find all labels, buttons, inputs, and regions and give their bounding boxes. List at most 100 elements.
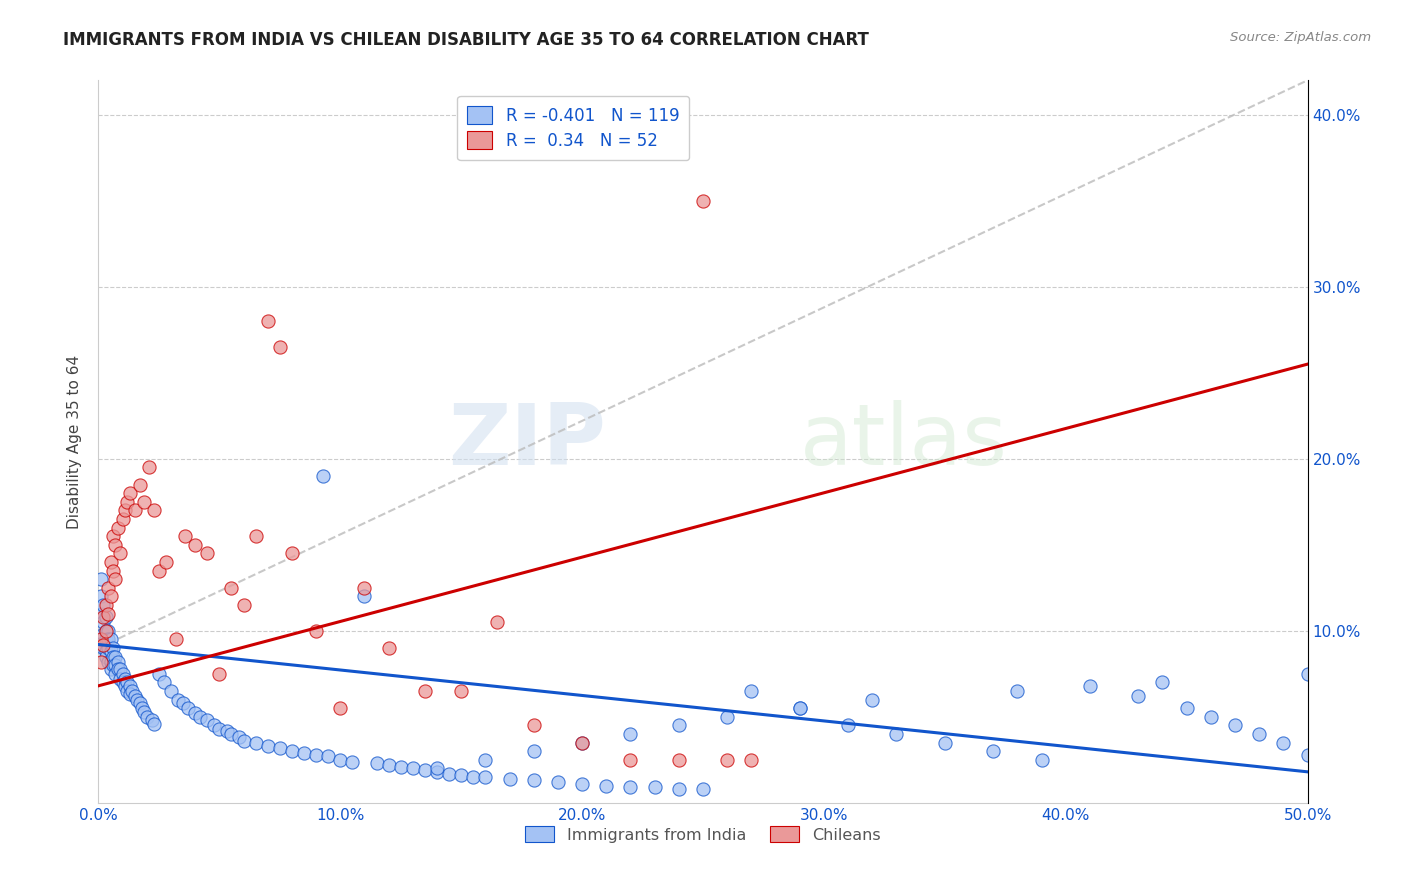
- Point: [619, 753, 641, 767]
- Point: [619, 727, 641, 741]
- Point: [94, 644, 117, 658]
- Text: atlas: atlas: [800, 400, 1008, 483]
- Point: [128, 477, 150, 491]
- Point: [256, 739, 278, 753]
- Point: [486, 615, 509, 630]
- Point: [269, 740, 291, 755]
- Point: [281, 546, 304, 560]
- Point: [114, 679, 136, 693]
- Point: [104, 572, 127, 586]
- Point: [789, 701, 811, 715]
- Point: [111, 675, 134, 690]
- Point: [91, 598, 114, 612]
- Point: [426, 764, 449, 779]
- Point: [668, 718, 690, 732]
- Point: [668, 753, 690, 767]
- Point: [143, 716, 166, 731]
- Point: [1128, 689, 1150, 703]
- Point: [131, 701, 153, 715]
- Point: [413, 684, 436, 698]
- Legend: Immigrants from India, Chileans: Immigrants from India, Chileans: [519, 820, 887, 849]
- Point: [366, 756, 388, 771]
- Point: [316, 749, 339, 764]
- Point: [101, 640, 124, 655]
- Point: [148, 666, 170, 681]
- Point: [498, 772, 520, 786]
- Point: [184, 706, 207, 721]
- Point: [389, 760, 412, 774]
- Point: [886, 727, 908, 741]
- Point: [329, 701, 352, 715]
- Point: [104, 538, 127, 552]
- Point: [114, 672, 136, 686]
- Point: [107, 655, 129, 669]
- Point: [523, 718, 546, 732]
- Point: [90, 632, 112, 647]
- Point: [716, 753, 738, 767]
- Point: [114, 503, 136, 517]
- Point: [353, 581, 375, 595]
- Point: [281, 744, 304, 758]
- Point: [97, 655, 120, 669]
- Point: [118, 486, 141, 500]
- Point: [108, 662, 131, 676]
- Point: [165, 632, 187, 647]
- Point: [1175, 701, 1198, 715]
- Point: [245, 735, 267, 749]
- Point: [100, 555, 122, 569]
- Point: [101, 529, 124, 543]
- Point: [184, 538, 207, 552]
- Point: [111, 666, 134, 681]
- Point: [124, 503, 146, 517]
- Point: [1296, 747, 1319, 762]
- Point: [152, 675, 174, 690]
- Point: [94, 610, 117, 624]
- Point: [135, 710, 157, 724]
- Point: [90, 607, 112, 621]
- Point: [1152, 675, 1174, 690]
- Point: [127, 692, 149, 706]
- Point: [437, 766, 460, 780]
- Point: [118, 687, 141, 701]
- Point: [91, 615, 114, 630]
- Point: [353, 590, 375, 604]
- Point: [256, 314, 278, 328]
- Point: [117, 684, 139, 698]
- Point: [208, 666, 231, 681]
- Point: [595, 779, 617, 793]
- Point: [644, 780, 666, 795]
- Point: [312, 469, 335, 483]
- Point: [228, 731, 250, 745]
- Point: [141, 713, 163, 727]
- Point: [204, 718, 226, 732]
- Point: [118, 679, 141, 693]
- Point: [104, 649, 127, 664]
- Point: [91, 627, 114, 641]
- Point: [402, 761, 425, 775]
- Point: [174, 529, 197, 543]
- Point: [269, 340, 291, 354]
- Point: [97, 581, 120, 595]
- Point: [413, 763, 436, 777]
- Point: [245, 529, 267, 543]
- Point: [148, 564, 170, 578]
- Point: [108, 672, 131, 686]
- Point: [1296, 666, 1319, 681]
- Point: [117, 494, 139, 508]
- Point: [523, 744, 546, 758]
- Point: [90, 655, 112, 669]
- Point: [547, 775, 569, 789]
- Point: [474, 753, 496, 767]
- Point: [104, 658, 127, 673]
- Point: [342, 755, 364, 769]
- Point: [571, 777, 593, 791]
- Point: [474, 770, 496, 784]
- Point: [117, 675, 139, 690]
- Point: [167, 692, 190, 706]
- Point: [740, 684, 762, 698]
- Point: [789, 701, 811, 715]
- Point: [619, 780, 641, 795]
- Point: [104, 666, 127, 681]
- Point: [195, 546, 218, 560]
- Point: [101, 658, 124, 673]
